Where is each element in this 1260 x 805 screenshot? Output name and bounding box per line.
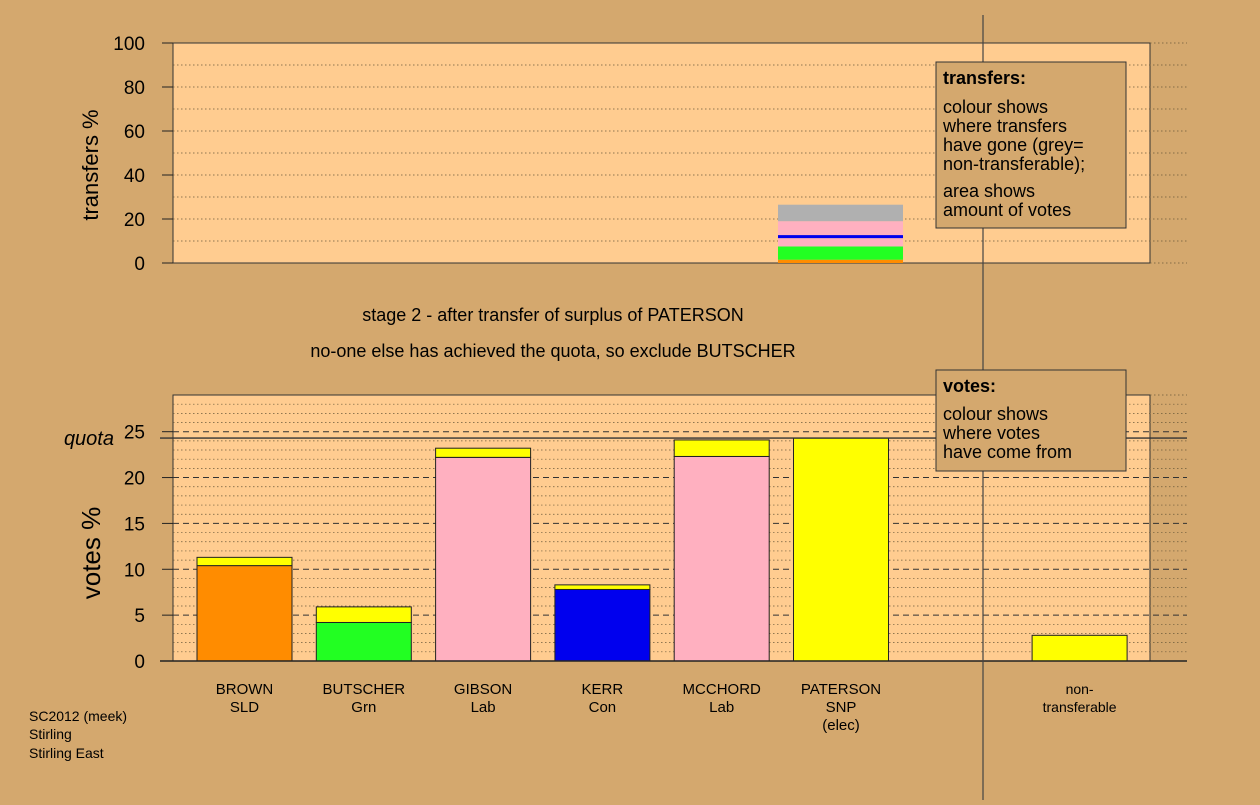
vote-bar — [554, 584, 651, 662]
transfers-legend: transfers: colour shows where transfers … — [935, 61, 1127, 229]
stage-note: no-one else has achieved the quota, so e… — [310, 341, 795, 361]
transfers-legend-line: non-transferable); — [943, 154, 1085, 174]
y-tick-label: 80 — [124, 78, 145, 99]
vote-bar — [1031, 634, 1128, 662]
transfers-legend-line: colour shows — [943, 97, 1048, 117]
y-tick-label: 5 — [134, 606, 145, 627]
category-label: (elec) — [822, 717, 860, 734]
vote-bar-segment — [793, 437, 889, 662]
transfers-y-ticks: 0 20 40 60 80 100 — [113, 34, 173, 275]
vote-bar — [793, 437, 889, 662]
category-label: Lab — [471, 699, 496, 716]
votes-y-label: votes % — [76, 507, 106, 600]
y-tick-label: 0 — [134, 254, 145, 275]
transfers-legend-line: where transfers — [942, 116, 1067, 136]
vote-bar — [435, 447, 532, 662]
y-tick-label: 25 — [124, 423, 145, 444]
votes-legend: votes: colour shows where votes have com… — [935, 369, 1127, 472]
category-label: GIBSON — [454, 681, 512, 698]
votes-category-labels: BROWNSLDBUTSCHERGrnGIBSONLabKERRConMCCHO… — [216, 681, 1117, 734]
y-tick-label: 40 — [124, 166, 145, 187]
votes-legend-title: votes: — [943, 376, 996, 396]
votes-legend-line: where votes — [942, 423, 1040, 443]
transfer-segment — [778, 204, 903, 222]
vote-bar-segment — [554, 584, 651, 590]
transfers-legend-line: area shows — [943, 181, 1035, 201]
category-label: PATERSON — [801, 681, 881, 698]
vote-bar-segment — [435, 447, 532, 458]
category-label: non- — [1066, 681, 1094, 697]
y-tick-label: 60 — [124, 122, 145, 143]
transfers-legend-line: amount of votes — [943, 200, 1071, 220]
transfers-legend-title: transfers: — [943, 68, 1026, 88]
vote-bar-segment — [196, 556, 293, 567]
footer-line: Stirling East — [29, 745, 104, 761]
category-label: SLD — [230, 699, 259, 716]
vote-bar-segment — [1031, 634, 1128, 662]
vote-bar-segment — [673, 455, 770, 662]
votes-y-ticks: 0 5 10 15 20 25 — [124, 423, 173, 673]
transfers-y-label: transfers % — [78, 109, 103, 220]
transfer-segment — [778, 238, 903, 247]
votes-bars — [196, 437, 1128, 662]
category-label: BUTSCHER — [323, 681, 406, 698]
y-tick-label: 10 — [124, 560, 145, 581]
category-label: transferable — [1043, 699, 1117, 715]
y-tick-label: 20 — [124, 210, 145, 231]
votes-legend-line: colour shows — [943, 404, 1048, 424]
transfers-legend-line: have gone (grey= — [943, 135, 1084, 155]
vote-bar — [673, 439, 770, 662]
footer-line: SC2012 (meek) — [29, 708, 127, 724]
quota-label: quota — [64, 428, 114, 450]
transfers-bar — [778, 204, 903, 263]
category-label: KERR — [582, 681, 624, 698]
y-tick-label: 0 — [134, 652, 145, 673]
vote-bar-segment — [435, 456, 532, 662]
transfer-segment — [778, 246, 903, 260]
votes-legend-line: have come from — [943, 442, 1072, 462]
category-label: BROWN — [216, 681, 274, 698]
category-label: Lab — [709, 699, 734, 716]
vote-bar — [196, 556, 293, 662]
category-label: MCCHORD — [683, 681, 761, 698]
stage-title: stage 2 - after transfer of surplus of P… — [362, 305, 743, 325]
vote-bar-segment — [315, 606, 412, 623]
category-label: Grn — [351, 699, 376, 716]
vote-bar-segment — [315, 621, 412, 662]
transfer-segment — [778, 235, 903, 239]
y-tick-label: 15 — [124, 514, 145, 535]
vote-bar-segment — [196, 565, 293, 662]
footer-line: Stirling — [29, 726, 72, 742]
transfer-segment — [778, 259, 903, 263]
y-tick-label: 100 — [113, 34, 145, 55]
category-label: Con — [589, 699, 617, 716]
y-tick-label: 20 — [124, 469, 145, 490]
vote-bar — [315, 606, 412, 662]
vote-bar-segment — [554, 588, 651, 662]
transfer-segment — [778, 221, 903, 236]
vote-bar-segment — [673, 439, 770, 457]
category-label: SNP — [826, 699, 857, 716]
